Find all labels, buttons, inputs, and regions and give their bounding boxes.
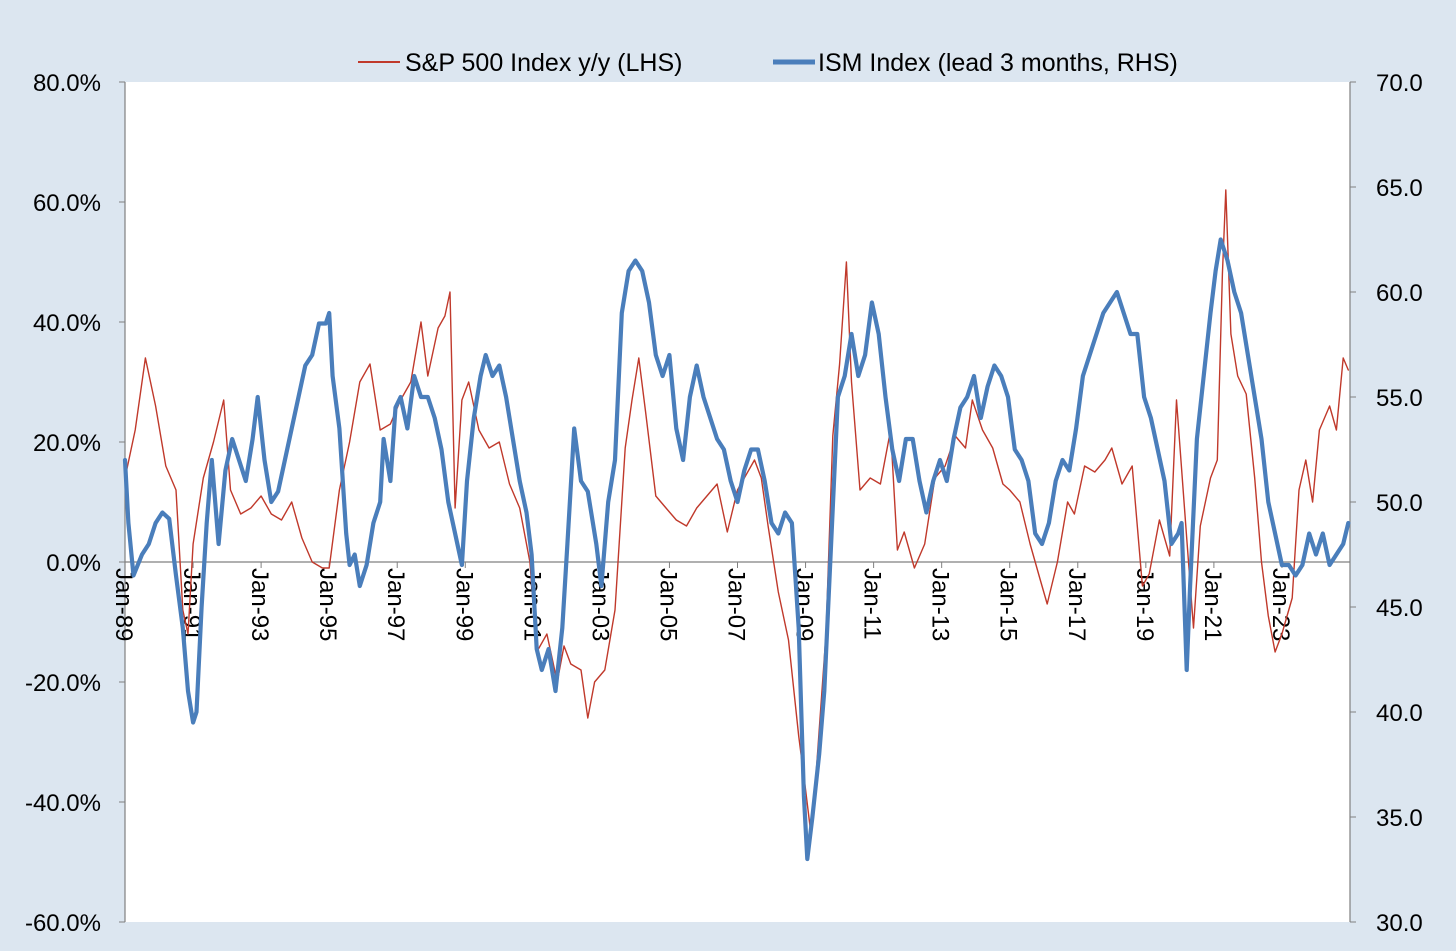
right-tick-label: 55.0 bbox=[1376, 385, 1423, 412]
right-tick-label: 35.0 bbox=[1376, 805, 1423, 832]
x-tick-label: Jan-97 bbox=[382, 568, 409, 641]
left-tick-label: -40.0% bbox=[25, 790, 101, 817]
right-tick-label: 50.0 bbox=[1376, 490, 1423, 517]
left-tick-label: 20.0% bbox=[33, 430, 101, 457]
left-axis: 80.0% 60.0% 40.0% 20.0% 0.0% -20.0% -40.0% -60.… bbox=[25, 70, 126, 937]
left-tick-label: 40.0% bbox=[33, 310, 101, 337]
left-tick-label: 60.0% bbox=[33, 190, 101, 217]
x-tick-label: Jan-11 bbox=[859, 568, 886, 640]
series-line-sp500 bbox=[124, 189, 1350, 833]
x-tick-label: Jan-93 bbox=[246, 568, 273, 641]
x-tick-label: Jan-95 bbox=[314, 568, 341, 641]
x-tick-label: Jan-17 bbox=[1063, 568, 1090, 641]
left-tick-label: -20.0% bbox=[25, 670, 101, 697]
right-tick-label: 40.0 bbox=[1376, 700, 1423, 727]
right-tick-label: 65.0 bbox=[1376, 175, 1423, 202]
right-tick-label: 60.0 bbox=[1376, 280, 1423, 307]
series-layer bbox=[122, 189, 1351, 862]
x-tick-label: Jan-99 bbox=[450, 568, 477, 641]
right-axis: 70.0 65.0 60.0 55.0 50.0 45.0 40.0 35.0 30.0 bbox=[1349, 70, 1423, 937]
x-tick-label: Jan-07 bbox=[723, 568, 750, 641]
right-tick-label: 70.0 bbox=[1376, 70, 1423, 97]
x-tick-label: Jan-89 bbox=[110, 568, 137, 641]
left-tick-label: 80.0% bbox=[33, 70, 101, 97]
x-tick-label: Jan-15 bbox=[995, 568, 1022, 641]
legend-label-sp500: S&P 500 Index y/y (LHS) bbox=[405, 49, 682, 77]
x-tick-label: Jan-19 bbox=[1131, 568, 1158, 641]
right-tick-label: 45.0 bbox=[1376, 595, 1423, 622]
x-tick-label: Jan-21 bbox=[1199, 568, 1226, 641]
left-tick-label: -60.0% bbox=[25, 910, 101, 937]
left-tick-label: 0.0% bbox=[46, 550, 101, 577]
x-tick-label: Jan-13 bbox=[927, 568, 954, 641]
series-line-ism bbox=[122, 237, 1351, 862]
right-tick-label: 30.0 bbox=[1376, 910, 1423, 937]
legend: S&P 500 Index y/y (LHS) ISM Index (lead … bbox=[358, 49, 1178, 77]
legend-label-ism: ISM Index (lead 3 months, RHS) bbox=[818, 49, 1178, 77]
x-tick-label: Jan-05 bbox=[654, 568, 681, 641]
x-axis: Jan-89 Jan-91 Jan-93 Jan-95 Jan-97 Jan-99 Jan-… bbox=[110, 561, 1350, 641]
